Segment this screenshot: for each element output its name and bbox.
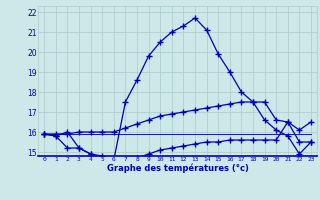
X-axis label: Graphe des températures (°c): Graphe des températures (°c) bbox=[107, 164, 249, 173]
